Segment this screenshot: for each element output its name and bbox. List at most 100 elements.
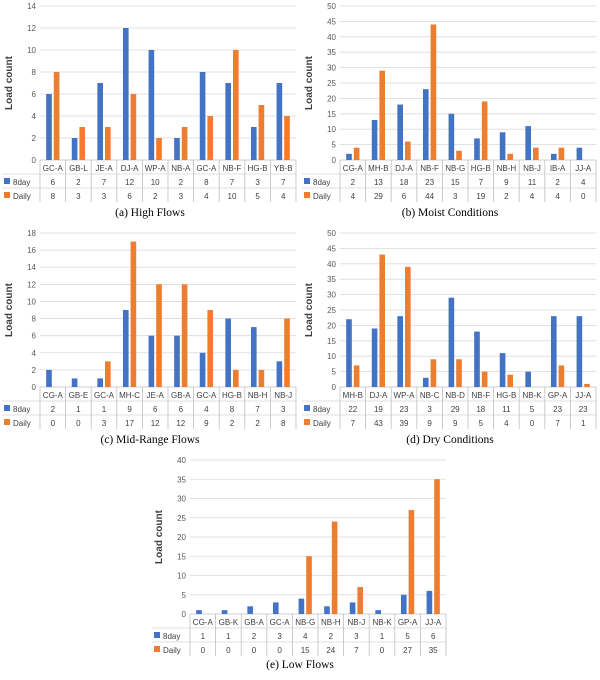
bar-daily (558, 365, 565, 387)
y-axis-label: Load count (4, 55, 15, 110)
table-value: 12 (125, 178, 134, 187)
bar-8day (448, 297, 455, 387)
table-value: 2 (255, 419, 260, 428)
table-value: 2 (351, 178, 356, 187)
bar-daily (430, 359, 437, 387)
bar-daily (507, 153, 514, 160)
bar-8day (550, 153, 557, 160)
y-tick-label: 4 (32, 112, 37, 121)
bar-8day (225, 318, 231, 387)
y-axis-label: Load count (4, 282, 15, 337)
y-tick-label: 8 (32, 315, 37, 324)
legend-swatch (4, 178, 10, 184)
bar-daily (284, 318, 290, 387)
y-tick-label: 35 (177, 475, 186, 484)
y-tick-label: 15 (177, 552, 186, 561)
y-tick-label: 0 (32, 383, 37, 392)
table-value: 0 (226, 646, 231, 655)
y-tick-label: 0 (182, 610, 187, 619)
x-tick-label: IB-A (550, 164, 566, 173)
legend-swatch (4, 419, 10, 425)
table-value: 18 (476, 405, 485, 414)
table-value: 3 (453, 192, 458, 201)
bar-8day (576, 316, 583, 387)
table-value: 11 (528, 178, 537, 187)
table-value: 0 (530, 419, 535, 428)
bar-8day (422, 89, 429, 160)
table-value: 43 (374, 419, 383, 428)
bar-8day (247, 606, 253, 614)
y-tick-label: 15 (327, 337, 336, 346)
x-tick-label: DJ-A (370, 391, 388, 400)
bar-8day (499, 132, 506, 160)
y-tick-label: 35 (327, 275, 336, 284)
bar-daily (405, 141, 411, 160)
bar-daily (357, 587, 364, 614)
table-value: 10 (151, 178, 160, 187)
bar-daily (207, 310, 214, 387)
table-value: 0 (277, 646, 282, 655)
bar-8day (346, 319, 352, 387)
table-value: 6 (51, 178, 56, 187)
bar-daily (558, 147, 565, 160)
table-value: 1 (380, 632, 385, 641)
y-tick-label: 10 (27, 297, 36, 306)
x-tick-label: JJ-A (575, 391, 592, 400)
bar-8day (400, 594, 407, 614)
x-tick-label: MH-C (119, 391, 140, 400)
bar-daily (258, 369, 265, 387)
bar-8day (349, 602, 356, 614)
table-value: 3 (102, 192, 107, 201)
y-tick-label: 0 (332, 156, 337, 165)
bar-daily (130, 241, 137, 387)
bar-daily (405, 266, 411, 387)
y-tick-label: 30 (327, 291, 336, 300)
table-value: 11 (502, 405, 511, 414)
table-value: 22 (348, 405, 357, 414)
bar-8day (397, 316, 403, 387)
table-value: 2 (51, 405, 56, 414)
bar-8day (525, 371, 531, 387)
x-tick-label: NB-A (171, 164, 191, 173)
table-value: 15 (301, 646, 310, 655)
x-tick-label: CG-A (343, 164, 364, 173)
y-tick-label: 20 (327, 321, 336, 330)
table-value: 3 (102, 419, 107, 428)
x-tick-label: NB-G (445, 164, 465, 173)
table-value: 6 (153, 405, 158, 414)
y-tick-label: 40 (177, 456, 186, 465)
legend-label: 8day (313, 405, 330, 414)
bar-daily (434, 479, 440, 614)
x-tick-label: GB-E (69, 391, 89, 400)
table-value: 12 (176, 419, 185, 428)
y-tick-label: 14 (27, 2, 36, 11)
bar-8day (298, 598, 305, 614)
bar-daily (353, 365, 360, 387)
x-tick-label: GC-A (196, 164, 217, 173)
x-tick-label: GP-A (398, 618, 418, 627)
x-tick-label: MH-B (368, 164, 388, 173)
x-tick-label: HG-B (471, 164, 491, 173)
y-tick-label: 25 (327, 306, 336, 315)
y-axis-label: Load count (304, 282, 315, 337)
bar-8day (426, 590, 433, 614)
table-value: 3 (277, 632, 282, 641)
table-value: 23 (400, 405, 409, 414)
y-axis-label: Load count (304, 55, 315, 110)
table-value: 3 (281, 405, 286, 414)
panel-mid-range-flows: 0 2 4 6 8 10 12 14 16 18 Load count CG-A GB-E GC-A MH-… (0, 227, 300, 453)
table-value: 9 (504, 178, 509, 187)
table-value: 0 (581, 192, 586, 201)
bar-8day (276, 83, 283, 160)
table-value: 6 (431, 632, 436, 641)
x-tick-label: WP-A (394, 391, 416, 400)
x-tick-label: NB-J (348, 618, 366, 627)
x-tick-label: NB-F (420, 164, 439, 173)
x-tick-label: GB-K (219, 618, 239, 627)
table-value: 4 (204, 192, 209, 201)
x-tick-label: JJ-A (575, 164, 592, 173)
x-tick-label: NB-F (471, 391, 490, 400)
y-tick-label: 15 (327, 110, 336, 119)
